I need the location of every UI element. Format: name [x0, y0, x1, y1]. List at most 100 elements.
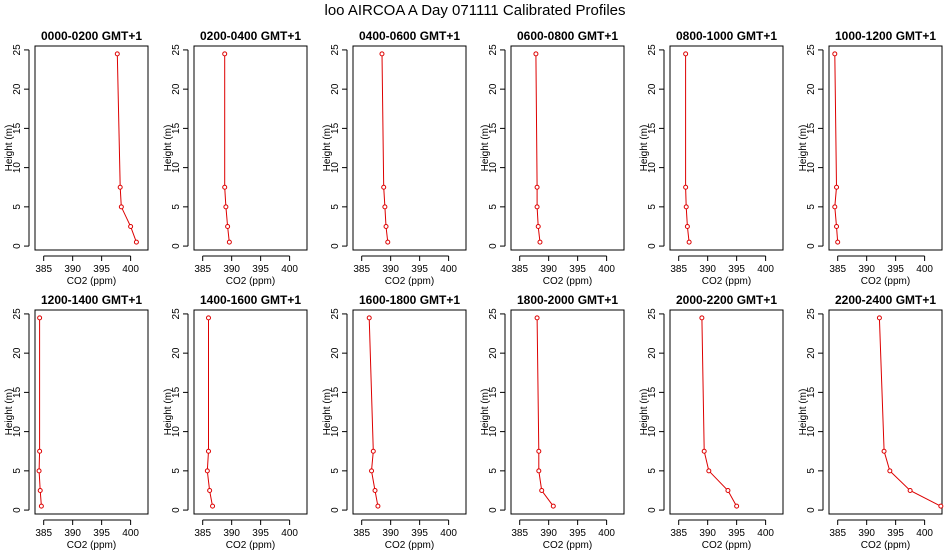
y-tick-label: 15	[488, 122, 499, 134]
x-tick-label: 395	[887, 528, 904, 539]
panel-title: 1400-1600 GMT+1	[200, 293, 301, 307]
x-tick-label: 400	[916, 528, 933, 539]
y-tick-label: 5	[806, 204, 817, 210]
y-tick-label: 20	[806, 83, 817, 95]
panel-title: 0600-0800 GMT+1	[517, 29, 618, 43]
x-axis-label: CO2 (ppm)	[543, 276, 592, 287]
y-tick-label: 0	[647, 243, 658, 249]
profile-panel: 1200-1400 GMT+1 385 390 395 400 CO2 (ppm) 0 5 10…	[4, 293, 149, 550]
plot-frame	[669, 309, 784, 515]
x-tick-label: 390	[223, 264, 240, 275]
profile-line	[535, 53, 541, 243]
plot-frame	[828, 309, 943, 515]
data-point	[36, 468, 42, 474]
data-point	[37, 448, 43, 454]
y-tick-label: 5	[171, 204, 182, 210]
y-tick-label: 15	[806, 122, 817, 134]
data-point	[706, 468, 712, 474]
y-tick-label: 10	[806, 426, 817, 438]
profile-panel: 0400-0600 GMT+1 385 390 395 400 CO2 (ppm) 0 5 10…	[322, 29, 467, 287]
x-tick-label: 395	[411, 264, 428, 275]
y-axis-label: Height (m)	[480, 125, 491, 172]
y-tick-label: 0	[12, 507, 23, 513]
y-tick-label: 20	[171, 347, 182, 359]
data-point	[381, 184, 387, 190]
plot-frame	[34, 309, 149, 515]
y-tick-label: 15	[330, 386, 341, 398]
data-point	[37, 315, 43, 321]
panel-title: 1600-1800 GMT+1	[359, 293, 460, 307]
x-tick-label: 390	[223, 528, 240, 539]
y-tick-label: 20	[330, 83, 341, 95]
y-tick-label: 5	[488, 204, 499, 210]
data-point	[537, 239, 543, 245]
data-point	[539, 487, 545, 493]
y-axis-label: Height (m)	[4, 125, 15, 172]
panel-title: 0000-0200 GMT+1	[41, 29, 142, 43]
data-point	[535, 223, 541, 229]
y-tick-label: 20	[647, 83, 658, 95]
y-tick-label: 20	[488, 347, 499, 359]
x-tick-label: 400	[757, 528, 774, 539]
y-axis-label: Height (m)	[480, 389, 491, 436]
x-tick-label: 390	[699, 528, 716, 539]
y-axis-label: Height (m)	[639, 389, 650, 436]
data-point	[370, 448, 376, 454]
data-point	[701, 448, 707, 454]
panel-title: 2000-2200 GMT+1	[676, 293, 777, 307]
x-tick-label: 390	[64, 264, 81, 275]
data-point	[887, 468, 893, 474]
y-axis-label: Height (m)	[322, 125, 333, 172]
data-point	[834, 223, 840, 229]
x-tick-label: 400	[598, 264, 615, 275]
data-point	[37, 487, 43, 493]
x-axis-label: CO2 (ppm)	[226, 276, 275, 287]
x-tick-label: 395	[411, 528, 428, 539]
data-point	[835, 239, 841, 245]
y-tick-label: 5	[12, 204, 23, 210]
y-tick-label: 0	[171, 243, 182, 249]
data-point	[226, 239, 232, 245]
x-tick-label: 390	[858, 528, 875, 539]
data-point	[207, 487, 213, 493]
x-tick-label: 395	[728, 528, 745, 539]
x-tick-label: 385	[511, 264, 528, 275]
profile-panel: 1800-2000 GMT+1 385 390 395 400 CO2 (ppm) 0 5 10…	[480, 293, 625, 550]
profile-line	[701, 317, 738, 507]
data-point	[128, 223, 134, 229]
data-point	[907, 487, 913, 493]
data-point	[133, 239, 139, 245]
profile-panel: 2000-2200 GMT+1 385 390 395 400 CO2 (ppm) 0 5 10…	[639, 293, 784, 550]
x-axis-label: CO2 (ppm)	[226, 540, 275, 550]
profile-line	[878, 317, 942, 507]
x-tick-label: 390	[64, 528, 81, 539]
y-axis-label: Height (m)	[163, 125, 174, 172]
y-tick-label: 5	[171, 468, 182, 474]
data-point	[683, 184, 689, 190]
y-tick-label: 10	[12, 426, 23, 438]
profile-line	[38, 317, 42, 507]
y-tick-label: 25	[12, 308, 23, 320]
x-tick-label: 385	[353, 264, 370, 275]
figure-title: loo AIRCOA A Day 071111 Calibrated Profi…	[324, 2, 626, 19]
data-point	[118, 204, 124, 210]
y-tick-label: 15	[647, 122, 658, 134]
y-axis-label: Height (m)	[163, 389, 174, 436]
y-tick-label: 25	[647, 308, 658, 320]
x-axis-label: CO2 (ppm)	[67, 540, 116, 550]
y-tick-label: 15	[647, 386, 658, 398]
x-tick-label: 395	[728, 264, 745, 275]
y-tick-label: 5	[12, 468, 23, 474]
y-axis-label: Height (m)	[798, 389, 809, 436]
data-point	[686, 239, 692, 245]
data-point	[379, 51, 385, 57]
x-tick-label: 385	[670, 528, 687, 539]
plot-frame	[352, 45, 467, 251]
y-tick-label: 10	[330, 162, 341, 174]
x-tick-label: 400	[281, 528, 298, 539]
y-tick-label: 15	[12, 386, 23, 398]
data-point	[204, 468, 210, 474]
x-tick-label: 390	[382, 528, 399, 539]
data-point	[881, 448, 887, 454]
